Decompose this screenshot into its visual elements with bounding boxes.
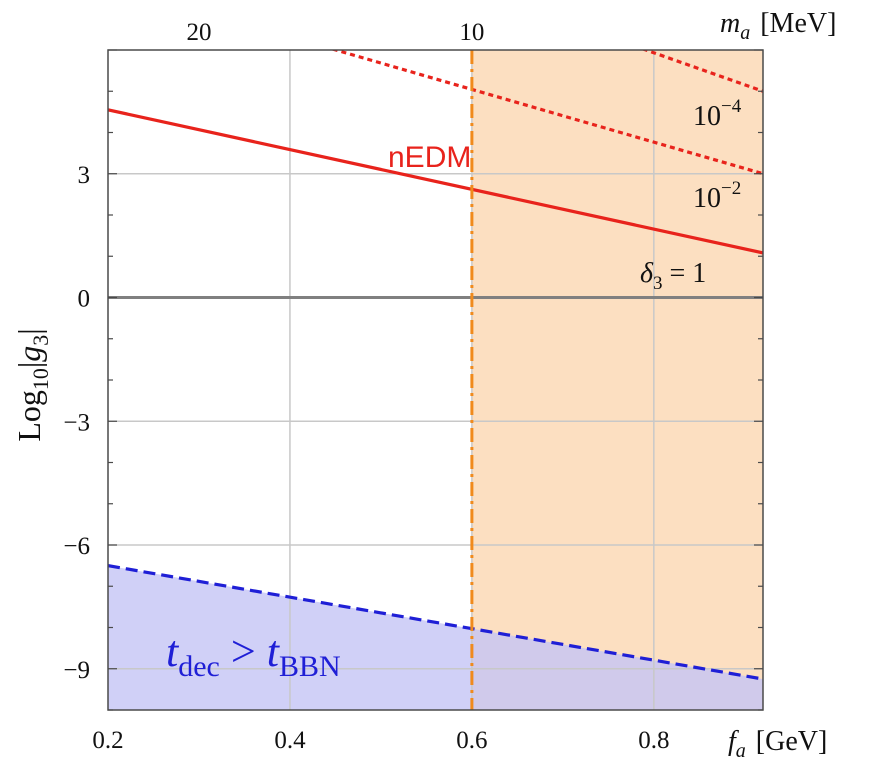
shaded-region-bbn [108,565,763,710]
y-tick-label: 3 [78,162,91,189]
shaded-region-fa-excluded [471,50,763,710]
y-tick-label: 0 [78,286,91,313]
annotation-nedm: nEDM [388,141,471,174]
y-tick-label: −6 [63,533,90,560]
series-line-10-2 [330,50,763,176]
x2-tick-label: 20 [186,19,211,46]
x-tick-label: 0.4 [274,727,306,754]
annotation-10-4: 10−4 [693,96,742,132]
plot-frame [107,49,764,711]
series-line-10-4 [641,50,763,93]
x2-tick-label: 10 [459,19,484,46]
y-tick-label: −3 [63,409,90,436]
x-tick-label: 0.2 [92,727,123,754]
x-tick-label: 0.8 [638,727,669,754]
x-axis-label: fa [GeV] [728,726,827,762]
tick-labels: 0.2 0.4 0.6 0.8 20 10 3 0 −3 −6 −9 [63,19,669,754]
x-tick-label: 0.6 [456,727,487,754]
y-tick-label: −9 [63,657,90,684]
series-line-t-dec-t-bbn [108,564,763,681]
annotation-delta3: δ3 = 1 [640,258,706,294]
x2-axis-label: ma [MeV] [720,8,836,44]
annotation-bbn: tdec > tBBN [166,627,341,683]
series-lines [108,50,763,710]
annotation-10-2: 10−2 [693,178,741,214]
series-line-nedm [108,108,763,255]
y-axis-label: Log10|g3| [11,328,53,441]
